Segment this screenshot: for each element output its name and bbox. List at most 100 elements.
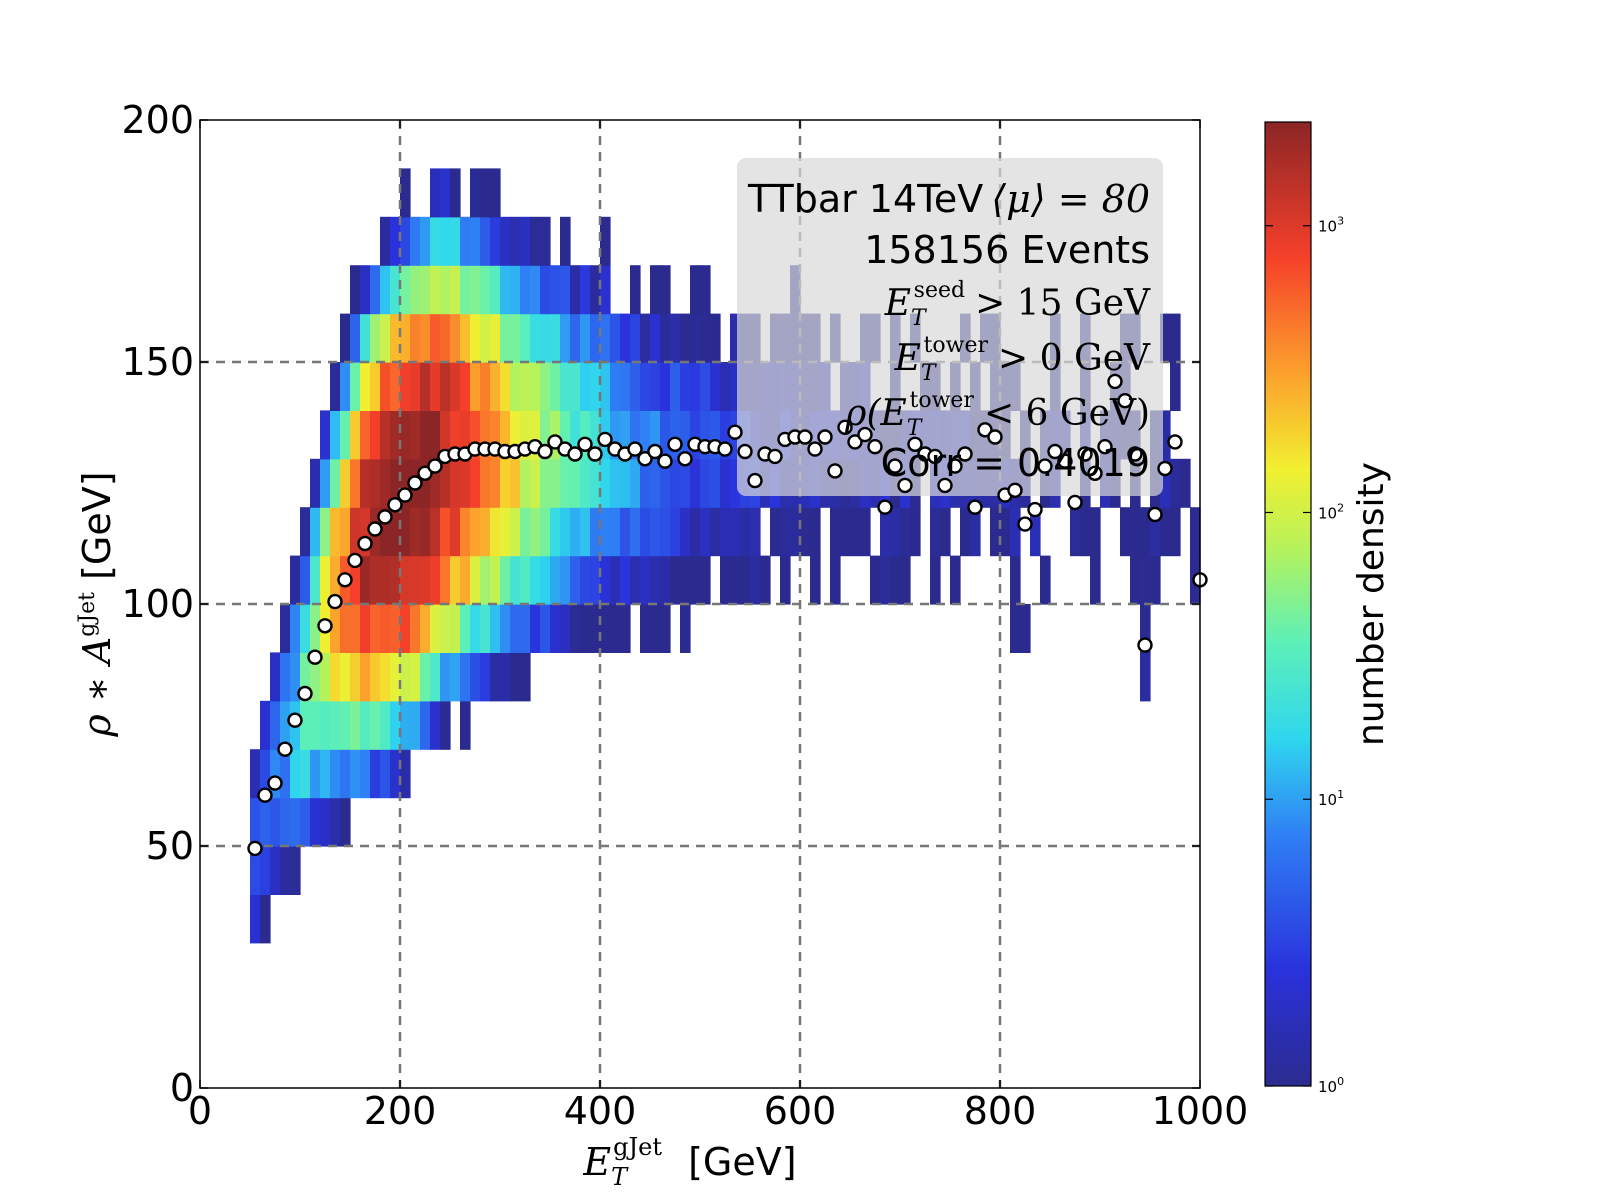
heatmap-cell [880,507,891,557]
profile-point [1157,460,1173,477]
heatmap-cell [1190,507,1201,557]
heatmap-cell [400,362,411,411]
heatmap-cell [890,555,901,605]
heatmap-cell [910,507,921,557]
heatmap-cell [590,362,601,411]
heatmap-cell [370,313,381,363]
heatmap-cell [650,458,661,508]
profile-point [1147,506,1163,523]
profile-point [1057,453,1073,469]
heatmap-cell [550,458,561,508]
heatmap-cell [410,604,421,653]
profile-point [717,441,733,457]
heatmap-cell [700,507,711,557]
profile-point [927,448,943,465]
annotation-events: 158156 Events [864,228,1150,272]
heatmap-cell [400,555,411,605]
heatmap-cell [640,410,651,460]
heatmap-cell [500,604,511,653]
colorbar-label: number density [1351,462,1392,746]
heatmap-cell [570,313,581,363]
heatmap-cell [290,846,301,895]
profile-point [377,509,393,525]
heatmap-cell [560,410,571,460]
heatmap-cell [280,700,291,750]
heatmap-cell [990,507,1001,557]
heatmap-cell [380,265,391,315]
heatmap-cell [610,507,621,557]
heatmap-cell [320,555,331,605]
heatmap-cell [320,700,331,750]
profile-point [1047,443,1063,460]
heatmap-cell [300,604,311,653]
heatmap-cell [610,313,621,363]
heatmap-cell [530,216,541,266]
heatmap-cell [340,652,351,702]
heatmap-cell [490,604,501,653]
heatmap-cell [430,313,441,363]
heatmap-cell [450,362,461,411]
heatmap-cell [370,700,381,750]
profile-point [567,446,583,462]
heatmap-cell [410,265,421,315]
heatmap-cell [480,410,491,460]
heatmap-cell [1010,555,1021,605]
heatmap-cell [340,458,351,508]
colorbar-ticks: 100 101 102 103 [1265,215,1344,1096]
heatmap-cell [540,265,551,315]
y-tick-label: 100 [121,582,194,626]
heatmap-cell [580,313,591,363]
annotation-tower-cut: ETtower > 0 GeV [894,333,1151,386]
heatmap-cell [340,749,351,799]
profile-point [827,463,843,479]
heatmap-cell [630,458,641,508]
heatmap-cell [540,555,551,605]
heatmap-cell [390,410,401,460]
profile-point [747,472,763,489]
heatmap-cell [510,265,521,315]
heatmap-cell [560,458,571,508]
heatmap-cell [630,410,641,460]
heatmap-cell [460,652,471,702]
heatmap-cell [550,265,561,315]
heatmap-cell [380,604,391,653]
heatmap-cell [610,410,621,460]
heatmap-cell [290,749,301,799]
heatmap-cell [390,216,401,266]
heatmap-cell [430,652,441,702]
heatmap-cell [340,797,351,847]
heatmap-cell [650,410,661,460]
heatmap-cell [680,604,691,653]
heatmap-cell [490,555,501,605]
heatmap-cell [1130,507,1141,557]
heatmap-cell [470,652,481,702]
x-tick-label: 1000 [1152,1089,1249,1133]
heatmap-cell [670,555,681,605]
heatmap-cell [730,507,741,557]
heatmap-cell [620,604,631,653]
heatmap-cell [500,313,511,363]
heatmap-cell [700,313,711,363]
heatmap-cell [730,313,741,363]
heatmap-cell [470,507,481,557]
heatmap-cell [1140,555,1151,605]
heatmap-cell [450,265,461,315]
heatmap-cell [1080,507,1091,557]
heatmap-cell [690,555,701,605]
heatmap-cell [300,797,311,847]
heatmap-cell [370,362,381,411]
heatmap-cell [320,410,331,460]
heatmap-cell [380,362,391,411]
heatmap-cell [510,216,521,266]
heatmap-cell [480,458,491,508]
heatmap-cell [650,265,661,315]
profile-point [667,436,683,452]
heatmap-cell [460,216,471,266]
heatmap-cell [340,410,351,460]
profile-point [677,451,693,467]
heatmap-cell [720,507,731,557]
heatmap-cell [400,313,411,363]
heatmap-cell [270,797,281,847]
annotation-text: TTbar 14TeV ⟨μ⟩ = 80 158156 Events ETseed… [747,177,1151,485]
profile-point [587,446,603,462]
